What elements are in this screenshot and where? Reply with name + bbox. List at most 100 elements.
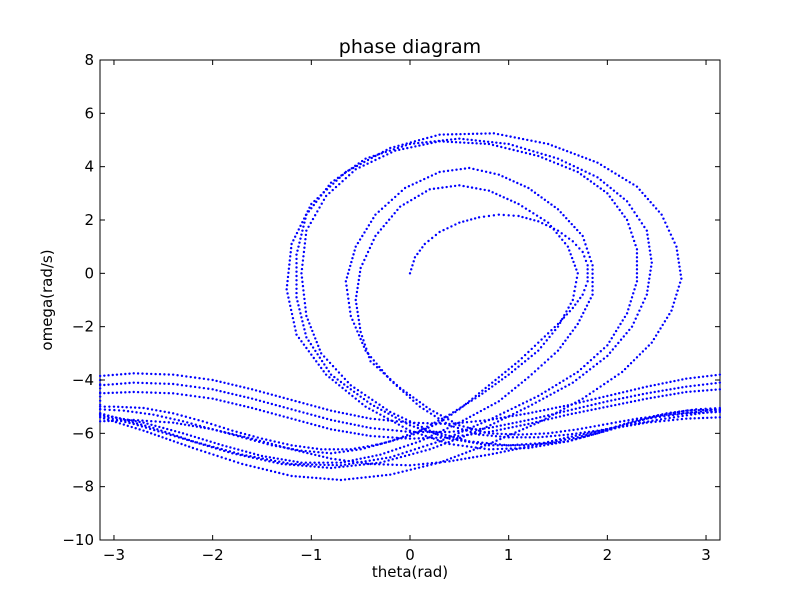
data-point: [410, 268, 413, 271]
data-point: [288, 300, 291, 303]
data-point: [627, 222, 630, 226]
data-point: [254, 438, 258, 441]
data-point: [551, 332, 554, 335]
data-point: [103, 383, 106, 387]
data-point: [372, 444, 375, 448]
data-point: [490, 434, 493, 438]
data-point: [571, 240, 575, 243]
data-point: [640, 305, 643, 308]
data-point: [210, 446, 214, 449]
data-point: [274, 443, 277, 447]
data-point: [310, 404, 313, 407]
data-point: [301, 259, 305, 262]
data-point: [663, 419, 666, 423]
data-point: [331, 364, 335, 368]
data-point: [635, 252, 639, 255]
data-point: [389, 378, 392, 382]
data-point: [223, 400, 226, 403]
data-point: [614, 329, 618, 333]
data-point: [576, 170, 579, 174]
data-point: [635, 260, 639, 263]
data-point: [647, 344, 650, 347]
data-point: [264, 459, 267, 462]
data-point: [531, 421, 534, 425]
data-point: [574, 402, 577, 405]
data-point: [413, 467, 417, 470]
data-point: [163, 391, 166, 395]
data-point: [451, 411, 455, 414]
data-point: [311, 329, 314, 333]
y-tick-label: −4: [72, 371, 94, 389]
data-point: [448, 413, 451, 416]
data-point: [606, 400, 609, 403]
data-point: [314, 349, 317, 353]
data-point: [413, 256, 417, 259]
data-point: [372, 363, 376, 366]
data-point: [630, 207, 634, 210]
data-point: [380, 408, 383, 412]
data-point: [316, 210, 319, 213]
data-point: [398, 387, 402, 391]
data-point: [677, 379, 680, 382]
data-point: [387, 459, 390, 462]
data-point: [384, 150, 387, 154]
data-point: [341, 411, 345, 415]
data-point: [614, 421, 618, 424]
data-point: [121, 405, 124, 409]
data-point: [254, 407, 258, 411]
data-point: [701, 383, 705, 386]
data-point: [521, 433, 524, 436]
data-point: [511, 426, 514, 429]
data-point: [438, 133, 441, 136]
data-point: [540, 364, 543, 367]
data-point: [523, 423, 526, 426]
data-point: [507, 449, 510, 452]
data-point: [294, 449, 297, 452]
data-point: [235, 403, 238, 406]
data-point: [568, 249, 571, 252]
data-point: [441, 139, 445, 142]
data-point: [227, 450, 230, 454]
data-point: [599, 163, 603, 167]
data-point: [355, 164, 359, 168]
data-point: [384, 441, 388, 444]
data-point: [450, 420, 454, 423]
data-point: [553, 328, 557, 332]
data-point: [631, 418, 634, 421]
data-point: [385, 408, 388, 411]
data-point: [525, 426, 529, 429]
data-point: [544, 153, 547, 157]
data-point: [435, 430, 438, 434]
data-point: [370, 242, 373, 246]
data-point: [352, 477, 355, 480]
data-point: [628, 203, 631, 207]
data-point: [536, 151, 539, 154]
data-point: [103, 413, 106, 416]
data-point: [458, 184, 461, 187]
data-point: [449, 185, 453, 188]
data-point: [418, 144, 421, 147]
data-point: [408, 393, 412, 397]
data-point: [650, 421, 653, 424]
data-point: [448, 430, 451, 434]
data-point: [443, 460, 447, 463]
data-point: [330, 461, 334, 464]
data-point: [367, 396, 370, 399]
data-point: [455, 438, 458, 441]
data-point: [382, 435, 385, 439]
data-point: [458, 221, 461, 224]
data-point: [338, 176, 341, 180]
data-point: [421, 445, 425, 448]
data-point: [650, 341, 653, 344]
data-point: [701, 375, 705, 378]
data-point: [680, 412, 684, 416]
data-point: [156, 414, 159, 417]
data-point: [440, 440, 443, 443]
data-point: [693, 376, 696, 379]
data-point: [395, 420, 399, 423]
data-point: [260, 454, 264, 458]
data-point: [543, 415, 546, 418]
data-point: [519, 146, 523, 149]
data-point: [478, 427, 482, 431]
data-point: [648, 277, 651, 280]
